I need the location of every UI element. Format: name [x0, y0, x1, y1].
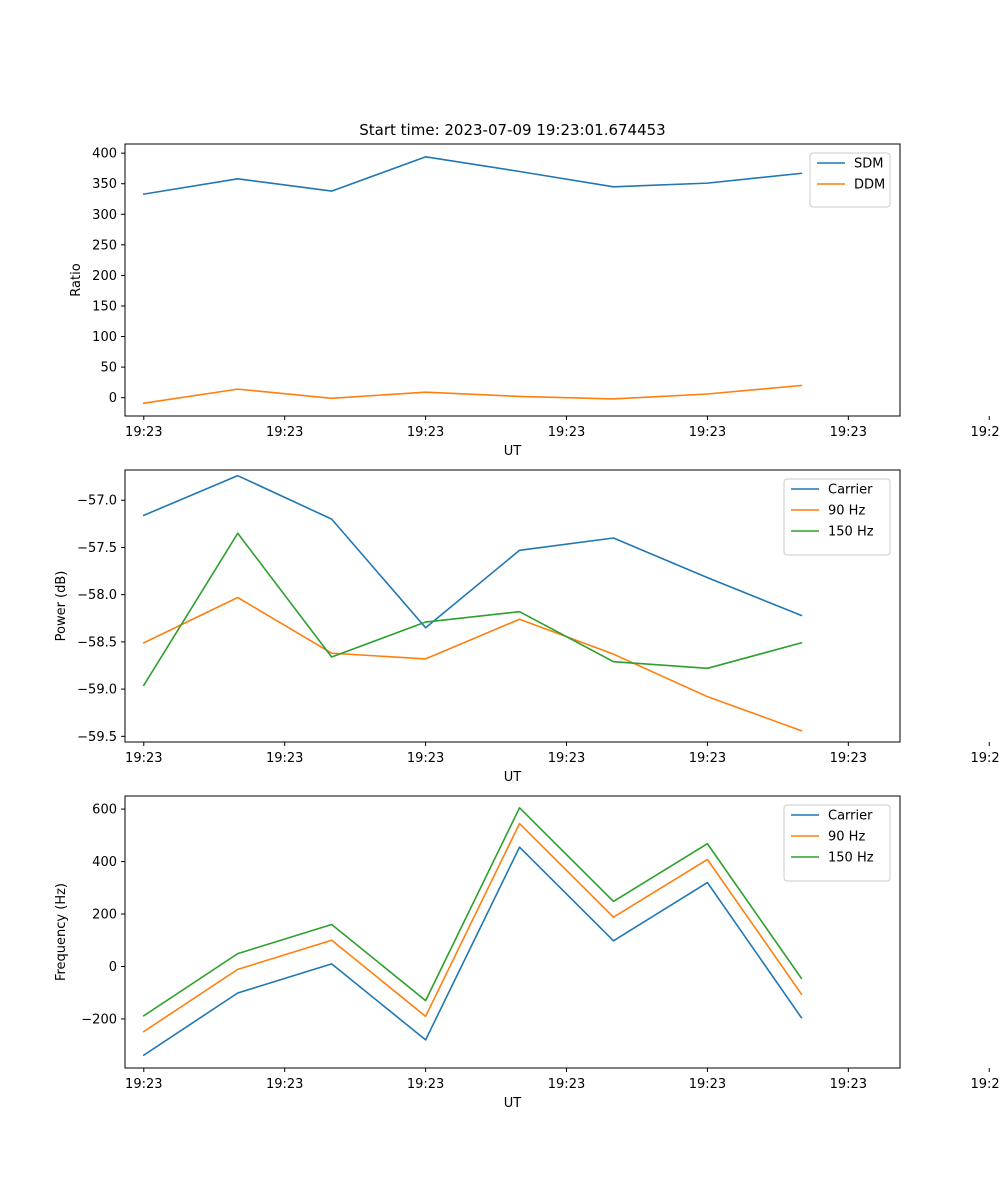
y-axis-label: Ratio [69, 263, 84, 296]
axes-frame [124, 143, 901, 417]
y-tick-label: 350 [92, 177, 117, 192]
chart-panel-3: 600 400 200 0 −200 19:23 19:23 19:23 19:23 19:23 1… [54, 795, 1000, 1111]
y-tick-label: −59.0 [77, 683, 117, 698]
legend-box [809, 152, 891, 208]
y-tick-label: 400 [92, 147, 117, 162]
y-tick-label: −57.5 [77, 541, 117, 556]
axes-frame [124, 469, 901, 743]
x-tick-label: 19:23 [266, 425, 303, 440]
legend-entry-label: DDM [854, 178, 885, 193]
y-axis-label: Frequency (Hz) [54, 883, 69, 981]
x-tick-label: 19:23 [830, 751, 867, 766]
y-tick-label: 400 [92, 855, 117, 870]
x-tick-label: 19:23 [548, 1077, 585, 1092]
x-tick-label: 19:23 [125, 1077, 162, 1092]
chart-title: Start time: 2023-07-09 19:23:01.674453 [359, 121, 665, 139]
x-axis-label: UT [504, 770, 522, 785]
chart-panel-2: −57.0 −57.5 −58.0 −58.5 −59.0 −59.5 19:23 19:23… [54, 469, 1000, 785]
legend-box [783, 804, 891, 882]
y-tick-label: 50 [100, 361, 117, 376]
x-tick-label: 19:23 [548, 751, 585, 766]
x-tick-label: 19:24 [971, 1077, 1000, 1092]
y-tick-label: −58.5 [77, 635, 117, 650]
x-tick-label: 19:23 [830, 425, 867, 440]
legend-box [783, 478, 891, 556]
x-tick-label: 19:23 [125, 751, 162, 766]
y-tick-label: 0 [109, 391, 117, 406]
x-tick-label: 19:23 [407, 751, 444, 766]
y-tick-label: 150 [92, 299, 117, 314]
y-tick-label: −58.0 [77, 588, 117, 603]
series-line-150-hz [142, 806, 803, 1017]
x-tick-label: 19:24 [971, 425, 1000, 440]
y-tick-label: −57.0 [77, 494, 117, 509]
x-tick-label: 19:23 [548, 425, 585, 440]
x-axis-label: UT [504, 1096, 522, 1111]
x-tick-label: 19:23 [689, 1077, 726, 1092]
y-tick-label: 0 [109, 960, 117, 975]
x-tick-label: 19:23 [407, 1077, 444, 1092]
x-tick-label: 19:23 [407, 425, 444, 440]
y-tick-label: 200 [92, 908, 117, 923]
legend-entry-label: 150 Hz [828, 851, 874, 866]
y-tick-label: 300 [92, 208, 117, 223]
y-tick-label: 600 [92, 803, 117, 818]
y-tick-label: 250 [92, 238, 117, 253]
x-tick-label: 19:23 [125, 425, 162, 440]
legend-entry-label: 90 Hz [828, 830, 865, 845]
y-tick-label: −59.5 [77, 730, 117, 745]
legend-entry-label: 150 Hz [828, 525, 874, 540]
x-tick-label: 19:23 [830, 1077, 867, 1092]
series-line-carrier [142, 846, 803, 1057]
series-line-carrier [142, 474, 803, 629]
axes-frame [124, 795, 901, 1069]
chart-panel-1: 0 50 100 150 200 250 300 350 400 19:23 19:23 19:23 1… [69, 121, 1000, 459]
y-tick-label: −200 [81, 1012, 117, 1027]
x-tick-label: 19:24 [971, 751, 1000, 766]
series-line-90-hz [142, 822, 803, 1033]
y-tick-label: 200 [92, 269, 117, 284]
legend: Carrier 90 Hz 150 Hz [783, 478, 891, 556]
legend-entry-label: Carrier [828, 483, 873, 498]
x-tick-label: 19:23 [689, 425, 726, 440]
y-axis-label: Power (dB) [54, 571, 69, 642]
series-line-sdm [142, 156, 803, 196]
legend-entry-label: 90 Hz [828, 504, 865, 519]
legend: SDM DDM [809, 152, 891, 208]
series-line-ddm [142, 384, 803, 405]
legend: Carrier 90 Hz 150 Hz [783, 804, 891, 882]
y-tick-label: 100 [92, 330, 117, 345]
x-axis-label: UT [504, 444, 522, 459]
series-line-90-hz [142, 596, 803, 732]
x-tick-label: 19:23 [689, 751, 726, 766]
legend-entry-label: SDM [854, 157, 883, 172]
legend-entry-label: Carrier [828, 809, 873, 824]
x-tick-label: 19:23 [266, 1077, 303, 1092]
series-line-150-hz [142, 532, 803, 687]
x-tick-label: 19:23 [266, 751, 303, 766]
